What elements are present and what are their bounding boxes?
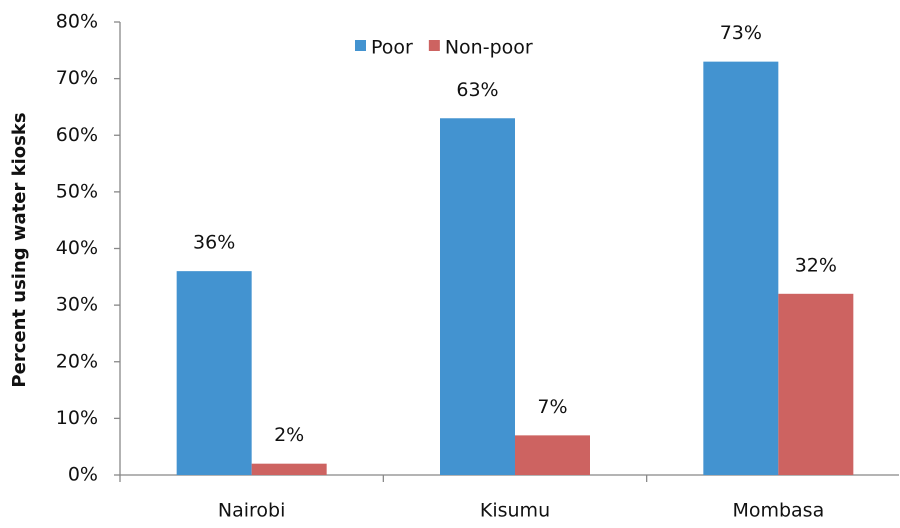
legend-swatch (355, 40, 366, 51)
legend-swatch (428, 40, 440, 51)
data-label: 73% (720, 22, 762, 44)
data-label: 36% (193, 232, 235, 254)
bar (703, 61, 779, 475)
x-tick-label: Nairobi (218, 500, 286, 522)
y-tick-label: 20% (56, 350, 98, 372)
bar (251, 463, 327, 475)
data-label: 63% (456, 79, 498, 101)
y-tick-label: 40% (56, 237, 98, 259)
data-label: 32% (795, 254, 837, 276)
y-tick-label: 0% (68, 464, 98, 486)
y-tick-label: 80% (56, 11, 98, 33)
x-tick-label: Mombasa (732, 500, 824, 522)
y-tick-label: 60% (56, 124, 98, 146)
bar (176, 271, 252, 475)
y-tick-label: 30% (56, 294, 98, 316)
y-tick-label: 10% (56, 407, 98, 429)
bar (778, 293, 854, 475)
x-tick-label: Kisumu (480, 500, 550, 522)
y-tick-label: 70% (56, 67, 98, 89)
data-label: 2% (274, 424, 304, 446)
legend-label: Poor (371, 37, 413, 59)
bar (515, 435, 590, 475)
bar (440, 118, 515, 475)
legend-label: Non-poor (445, 37, 533, 59)
data-label: 7% (537, 396, 567, 418)
y-axis-label: Percent using water kiosks (9, 112, 30, 387)
y-tick-label: 50% (56, 180, 98, 202)
